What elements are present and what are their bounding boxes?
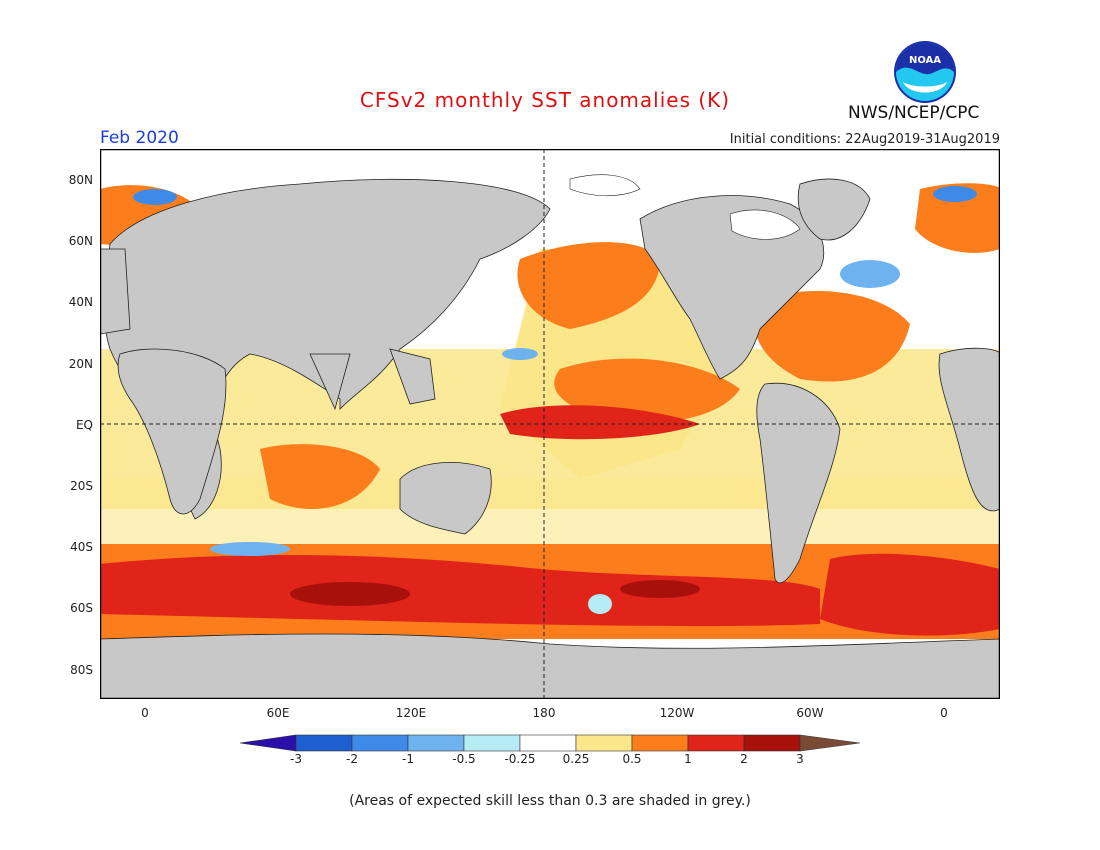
- lon-label: 60E: [266, 706, 290, 720]
- lat-label: 60N: [68, 234, 93, 249]
- map-frame: [100, 149, 1000, 699]
- colorbar-bin: [519, 734, 577, 752]
- lat-label: 20S: [70, 479, 93, 493]
- noaa-logo: NOAA: [894, 41, 956, 103]
- colorbar-bin: [687, 734, 745, 752]
- skill-note: (Areas of expected skill less than 0.3 a…: [349, 793, 751, 809]
- colorbar-bin: [351, 734, 409, 752]
- colorbar-max-arrow: [799, 734, 860, 752]
- colorbar-tick-label: 0.25: [562, 752, 590, 766]
- colorbar-bin: [743, 734, 801, 752]
- colorbar-tick-label: -0.25: [504, 752, 536, 766]
- colorbar-bin: [295, 734, 353, 752]
- lon-label: 60W: [796, 706, 824, 720]
- colorbar-bin: [575, 734, 633, 752]
- lon-label: 180: [532, 706, 556, 720]
- lon-label: 0: [141, 706, 149, 720]
- lon-label: 0: [940, 706, 948, 720]
- lat-label: 20N: [68, 356, 93, 371]
- colorbar-tick-label: -3: [290, 752, 302, 766]
- lat-label: 80N: [68, 173, 93, 187]
- colorbar-tick-label: 2: [740, 752, 748, 766]
- map-title: CFSv2 monthly SST anomalies (K): [359, 88, 731, 112]
- lat-label: EQ: [75, 417, 93, 432]
- forecast-month: Feb 2020: [100, 128, 179, 148]
- colorbar-min-arrow: [240, 734, 297, 752]
- lat-label: 80S: [70, 662, 93, 677]
- lat-label: 40S: [70, 540, 93, 555]
- initial-conditions: Initial conditions: 22Aug2019-31Aug2019: [729, 132, 1000, 147]
- colorbar-bin: [631, 734, 689, 752]
- logo-text: NOAA: [909, 55, 941, 66]
- colorbar-tick-label: -1: [402, 752, 414, 766]
- colorbar-tick-label: -0.5: [452, 752, 476, 766]
- lon-label: 120W: [659, 706, 695, 720]
- agency-label: NWS/NCEP/CPC: [848, 103, 980, 123]
- colorbar-tick-label: 1: [684, 752, 692, 766]
- colorbar-tick-label: 3: [796, 752, 804, 766]
- colorbar: [240, 734, 860, 752]
- colorbar-tick-label: 0.5: [622, 752, 642, 766]
- lat-label: 40N: [68, 295, 93, 310]
- colorbar-bin: [407, 734, 465, 752]
- colorbar-bin: [463, 734, 521, 752]
- colorbar-tick-label: -2: [346, 752, 358, 766]
- lat-label: 60S: [70, 601, 93, 616]
- sst-anomaly-map: [100, 149, 1000, 699]
- landmasses: [100, 178, 1000, 699]
- lon-label: 120E: [395, 706, 427, 720]
